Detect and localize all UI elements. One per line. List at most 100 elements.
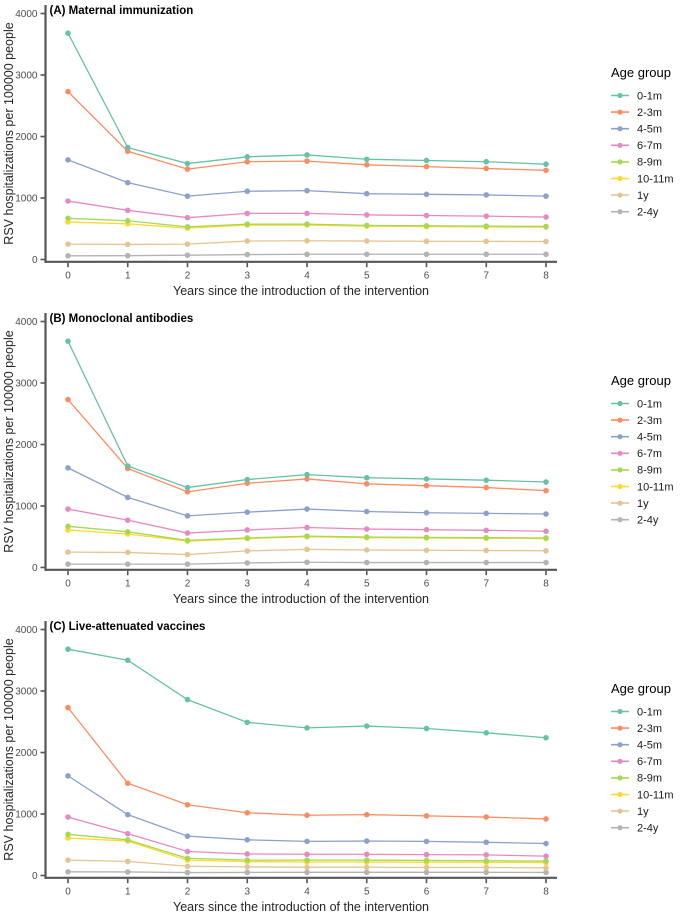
legend-label: 1y — [637, 806, 649, 818]
data-point-6-7m — [483, 852, 490, 858]
series-0-1m — [65, 646, 549, 741]
data-point-8-9m — [124, 837, 131, 843]
data-point-8-9m — [65, 215, 71, 222]
data-point-1y — [363, 238, 370, 244]
data-point-8-9m — [543, 535, 549, 541]
series-2-4y — [65, 251, 549, 259]
data-point-1y — [543, 865, 549, 871]
x-tick-label: 8 — [543, 271, 549, 282]
data-point-8-9m — [124, 217, 131, 224]
data-point-2-3m — [363, 481, 370, 487]
panel-b-chart: RSV hospitalizations per 100000 people 0 1… — [2, 313, 673, 606]
data-point-4-5m — [65, 465, 71, 471]
legend-title: Age group — [611, 681, 671, 696]
data-point-6-7m — [244, 210, 251, 217]
data-point-8-9m — [423, 222, 430, 229]
x-tick-label: 2 — [185, 271, 191, 282]
data-point-4-5m — [483, 510, 490, 517]
legend-item-2-3m: 2-3m — [611, 415, 662, 427]
legend-label: 6-7m — [637, 140, 662, 152]
data-point-6-7m — [184, 214, 191, 221]
series-2-3m — [65, 88, 549, 174]
data-point-2-4y — [483, 251, 490, 258]
data-point-0-1m — [483, 158, 490, 165]
data-point-0-1m — [543, 734, 549, 741]
data-point-0-1m — [543, 479, 549, 485]
data-point-6-7m — [423, 212, 430, 219]
x-tick-label: 3 — [244, 579, 250, 590]
legend-key-dot-icon — [617, 825, 623, 831]
data-point-8-9m — [184, 855, 191, 862]
data-point-8-9m — [244, 857, 251, 863]
data-point-6-7m — [483, 527, 490, 534]
data-point-4-5m — [124, 179, 131, 186]
data-point-8-9m — [304, 857, 310, 863]
y-tick-label: 3000 — [15, 71, 38, 82]
data-point-6-7m — [363, 526, 370, 532]
data-point-1y — [304, 546, 310, 553]
legend-item-4-5m: 4-5m — [611, 740, 662, 752]
data-point-2-3m — [304, 476, 310, 482]
legend-item-2-3m: 2-3m — [611, 723, 662, 735]
legend-label: 2-4y — [637, 823, 659, 835]
x-tick-label: 4 — [304, 579, 310, 590]
data-point-4-5m — [363, 838, 370, 844]
data-point-2-3m — [244, 158, 251, 165]
legend-key-dot-icon — [617, 791, 623, 798]
x-axis-title: Years since the introduction of the inte… — [173, 592, 429, 606]
data-point-8-9m — [363, 222, 370, 229]
series-2-3m — [65, 704, 549, 822]
series-8-9m — [65, 215, 549, 230]
y-tick-label: 0 — [32, 563, 38, 574]
data-point-6-7m — [124, 207, 131, 214]
data-point-4-5m — [363, 508, 370, 515]
x-axis-title: Years since the introduction of the inte… — [173, 900, 429, 914]
data-point-2-4y — [423, 559, 430, 566]
panel-title: (C) Live-attenuated vaccines — [50, 621, 206, 633]
data-point-2-3m — [304, 158, 310, 164]
data-point-6-7m — [543, 214, 549, 220]
legend-label: 6-7m — [637, 448, 662, 460]
data-point-2-4y — [184, 252, 191, 258]
data-point-8-9m — [124, 529, 131, 535]
legend-item-6-7m: 6-7m — [611, 756, 662, 768]
data-point-0-1m — [65, 30, 71, 36]
legend-item-0-1m: 0-1m — [611, 398, 662, 410]
legend-item-10-11m: 10-11m — [611, 481, 673, 493]
legend-key-dot-icon — [617, 92, 623, 99]
data-point-6-7m — [363, 851, 370, 858]
legend-label: 0-1m — [637, 398, 662, 410]
data-point-4-5m — [483, 192, 490, 198]
data-point-0-1m — [304, 471, 310, 478]
data-point-6-7m — [184, 530, 191, 536]
data-point-2-4y — [184, 869, 191, 876]
data-point-8-9m — [244, 221, 251, 227]
data-point-0-1m — [184, 484, 191, 491]
data-point-8-9m — [543, 223, 549, 230]
data-point-1y — [304, 237, 310, 244]
series-line-4-5m — [67, 775, 547, 845]
y-tick-label: 2000 — [15, 748, 38, 759]
x-tick-label: 3 — [244, 887, 250, 898]
y-tick-label: 0 — [32, 255, 38, 266]
data-point-2-3m — [244, 809, 251, 816]
data-point-0-1m — [124, 463, 131, 469]
data-point-8-9m — [184, 224, 191, 230]
x-tick-label: 6 — [424, 579, 430, 590]
legend-label: 8-9m — [637, 157, 662, 169]
x-tick-label: 7 — [483, 271, 489, 282]
data-point-8-9m — [483, 223, 490, 229]
legend-label: 10-11m — [637, 481, 673, 493]
data-point-6-7m — [304, 524, 310, 531]
data-point-1y — [65, 241, 71, 247]
legend-key-dot-icon — [617, 450, 623, 456]
legend-label: 10-11m — [637, 173, 673, 185]
data-point-1y — [184, 863, 191, 870]
data-point-4-5m — [244, 188, 251, 195]
series-line-0-1m — [67, 340, 547, 489]
data-point-2-3m — [543, 167, 549, 174]
legend-key-dot-icon — [617, 775, 623, 781]
x-tick-label: 1 — [125, 271, 131, 282]
data-point-2-4y — [65, 561, 71, 567]
legend-key-dot-icon — [617, 725, 623, 731]
